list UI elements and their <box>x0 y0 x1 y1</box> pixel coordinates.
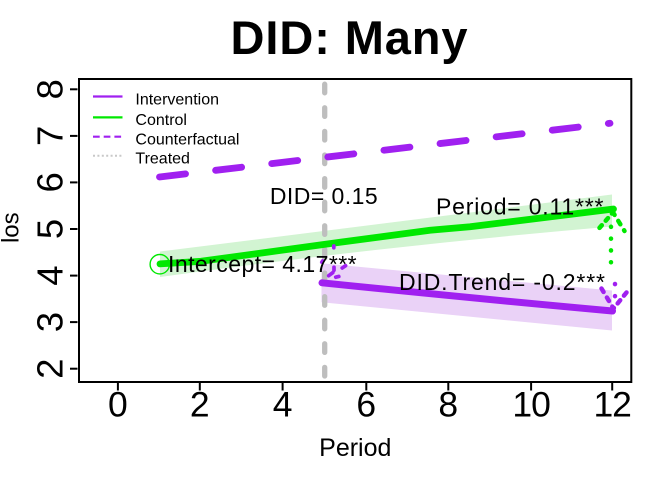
svg-text:10: 10 <box>512 385 550 425</box>
svg-text:6: 6 <box>356 385 376 425</box>
svg-text:DID= 0.15: DID= 0.15 <box>270 183 378 209</box>
svg-text:Treated: Treated <box>135 151 190 168</box>
svg-text:2: 2 <box>190 385 210 425</box>
svg-text:los: los <box>0 212 25 243</box>
svg-text:8: 8 <box>438 385 458 425</box>
svg-text:0: 0 <box>108 385 128 425</box>
svg-text:3: 3 <box>30 312 71 332</box>
svg-text:Counterfactual: Counterfactual <box>135 132 239 149</box>
svg-text:Control: Control <box>135 112 187 129</box>
svg-text:Period= 0.11***: Period= 0.11*** <box>436 194 604 220</box>
svg-text:DID.Trend= -0.2***: DID.Trend= -0.2*** <box>399 269 606 295</box>
svg-text:4: 4 <box>273 385 293 425</box>
svg-text:7: 7 <box>30 126 71 146</box>
svg-text:Intervention: Intervention <box>135 91 219 108</box>
svg-text:DID: Many: DID: Many <box>231 11 469 64</box>
svg-text:6: 6 <box>30 172 71 192</box>
svg-text:4: 4 <box>30 265 71 285</box>
svg-text:Period: Period <box>319 434 391 462</box>
svg-text:2: 2 <box>30 359 71 379</box>
svg-text:12: 12 <box>593 385 631 425</box>
svg-text:5: 5 <box>30 219 71 239</box>
svg-text:8: 8 <box>30 79 71 99</box>
svg-text:Intercept= 4.17***: Intercept= 4.17*** <box>168 251 357 277</box>
